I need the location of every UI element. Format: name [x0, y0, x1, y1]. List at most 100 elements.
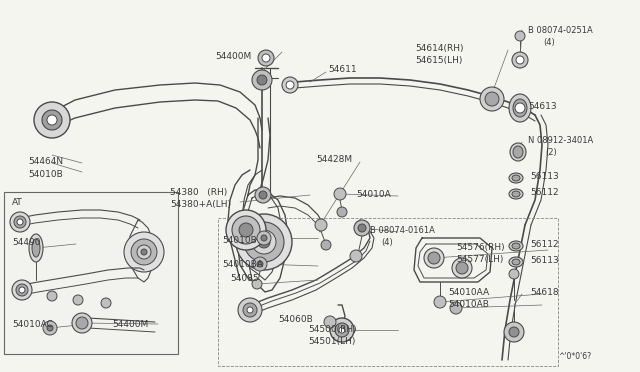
Circle shape — [450, 302, 462, 314]
Text: 54400M: 54400M — [112, 320, 148, 329]
Circle shape — [257, 261, 263, 267]
Circle shape — [239, 223, 253, 237]
Circle shape — [47, 325, 53, 331]
Text: 54614(RH): 54614(RH) — [415, 44, 463, 53]
Ellipse shape — [509, 257, 523, 267]
Circle shape — [14, 216, 26, 228]
Text: 54615(LH): 54615(LH) — [415, 56, 462, 65]
Text: B 08074-0161A: B 08074-0161A — [370, 226, 435, 235]
Text: 54611: 54611 — [328, 65, 356, 74]
Circle shape — [509, 327, 519, 337]
Ellipse shape — [32, 239, 40, 257]
Circle shape — [42, 110, 62, 130]
Circle shape — [255, 187, 271, 203]
Text: ^'0*0'6?: ^'0*0'6? — [558, 352, 591, 361]
Circle shape — [141, 249, 147, 255]
Circle shape — [509, 269, 519, 279]
Text: 56113: 56113 — [530, 172, 559, 181]
Circle shape — [101, 298, 111, 308]
Text: 54576(RH): 54576(RH) — [456, 243, 504, 252]
Text: 54464N: 54464N — [28, 157, 63, 166]
Circle shape — [252, 70, 272, 90]
Circle shape — [515, 103, 525, 113]
Text: 54010AA: 54010AA — [448, 288, 489, 297]
Circle shape — [253, 257, 267, 271]
Ellipse shape — [509, 189, 523, 199]
Circle shape — [137, 245, 151, 259]
Ellipse shape — [512, 175, 520, 181]
Circle shape — [226, 210, 266, 250]
Ellipse shape — [510, 143, 526, 161]
Circle shape — [516, 56, 524, 64]
Circle shape — [324, 316, 336, 328]
Circle shape — [10, 212, 30, 232]
Circle shape — [354, 220, 370, 236]
Ellipse shape — [513, 99, 527, 117]
Circle shape — [252, 279, 262, 289]
Circle shape — [286, 81, 294, 89]
Circle shape — [456, 262, 468, 274]
Circle shape — [321, 240, 331, 250]
Circle shape — [358, 224, 366, 232]
Text: 56112: 56112 — [530, 188, 559, 197]
Text: B 08074-0251A: B 08074-0251A — [528, 26, 593, 35]
Circle shape — [315, 219, 327, 231]
Circle shape — [258, 236, 270, 248]
Ellipse shape — [509, 173, 523, 183]
Circle shape — [76, 317, 88, 329]
Text: (4): (4) — [381, 238, 393, 247]
Text: 54060B: 54060B — [278, 315, 313, 324]
Circle shape — [19, 287, 25, 293]
Text: 54010B: 54010B — [28, 170, 63, 179]
Circle shape — [131, 239, 157, 265]
Text: 54380   (RH): 54380 (RH) — [170, 188, 227, 197]
Circle shape — [17, 219, 23, 225]
Text: 54501(LH): 54501(LH) — [308, 337, 355, 346]
Text: (4): (4) — [543, 38, 555, 47]
Circle shape — [512, 52, 528, 68]
Circle shape — [16, 284, 28, 296]
Text: 54490: 54490 — [12, 238, 40, 247]
Ellipse shape — [512, 259, 520, 265]
Circle shape — [47, 115, 57, 125]
Circle shape — [428, 252, 440, 264]
Circle shape — [504, 322, 524, 342]
Text: 54577(LH): 54577(LH) — [456, 255, 504, 264]
Text: 54500(RH): 54500(RH) — [308, 325, 356, 334]
Circle shape — [243, 303, 257, 317]
Circle shape — [236, 214, 292, 270]
Circle shape — [337, 207, 347, 217]
Circle shape — [244, 222, 284, 262]
Circle shape — [262, 54, 270, 62]
Text: (2): (2) — [545, 148, 557, 157]
Circle shape — [334, 188, 346, 200]
Circle shape — [257, 231, 271, 245]
Circle shape — [485, 92, 499, 106]
Circle shape — [515, 31, 525, 41]
Text: 54010B: 54010B — [222, 236, 257, 245]
Text: 54010BA: 54010BA — [222, 260, 263, 269]
Ellipse shape — [509, 94, 531, 122]
Circle shape — [232, 216, 260, 244]
Circle shape — [257, 75, 267, 85]
Circle shape — [43, 321, 57, 335]
Ellipse shape — [29, 234, 43, 262]
Circle shape — [124, 232, 164, 272]
Circle shape — [259, 191, 267, 199]
Ellipse shape — [513, 146, 523, 158]
Text: 54010A: 54010A — [356, 190, 391, 199]
Circle shape — [480, 87, 504, 111]
Text: 54010AB: 54010AB — [448, 300, 489, 309]
Circle shape — [34, 102, 70, 138]
Text: 54010AC: 54010AC — [12, 320, 53, 329]
Circle shape — [350, 250, 362, 262]
Circle shape — [282, 77, 298, 93]
Text: AT: AT — [12, 198, 23, 207]
Text: 54085: 54085 — [230, 274, 259, 283]
Circle shape — [12, 280, 32, 300]
Ellipse shape — [512, 191, 520, 197]
Circle shape — [335, 323, 349, 337]
Circle shape — [258, 50, 274, 66]
Text: 54613: 54613 — [528, 102, 557, 111]
Circle shape — [452, 258, 472, 278]
